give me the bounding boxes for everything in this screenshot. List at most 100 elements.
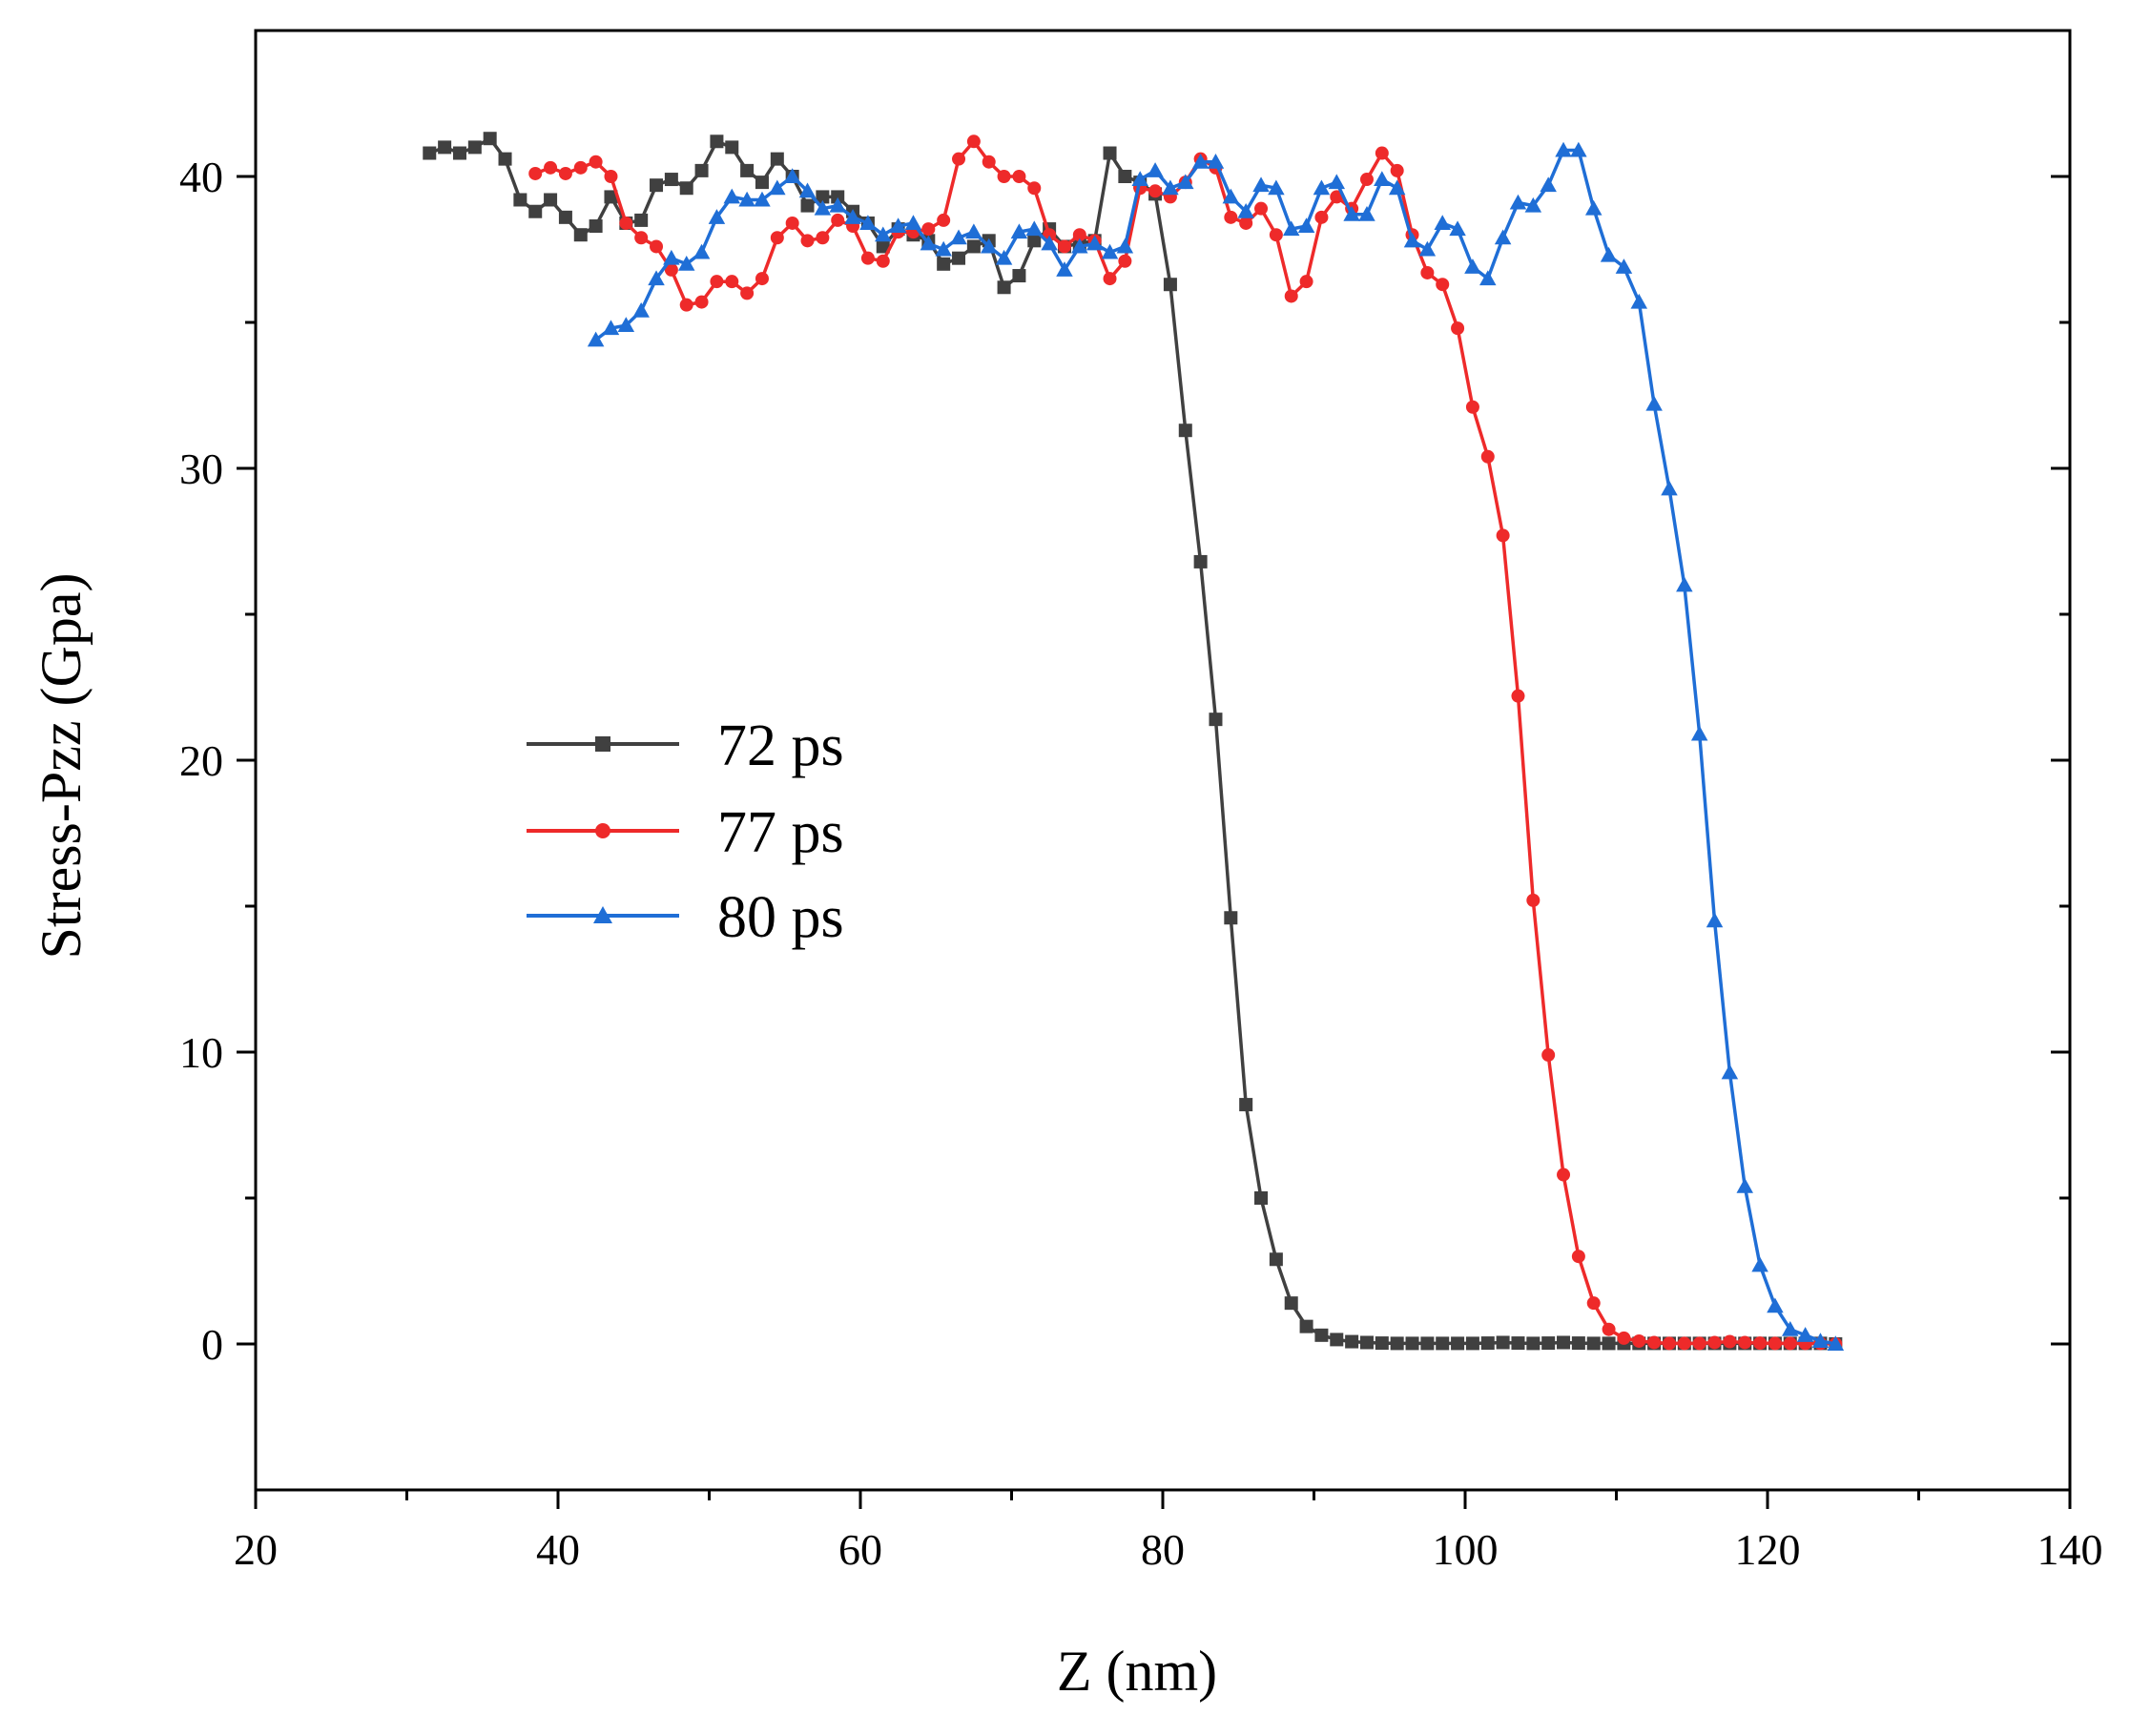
- data-point: [1511, 1336, 1525, 1351]
- data-point: [573, 228, 588, 242]
- data-point: [1496, 1335, 1510, 1350]
- data-point: [1661, 480, 1678, 496]
- data-point: [1359, 173, 1374, 187]
- data-point: [829, 196, 846, 213]
- data-point: [619, 216, 633, 230]
- data-point: [650, 178, 664, 193]
- data-point: [1343, 206, 1360, 221]
- data-point: [1418, 240, 1437, 257]
- data-point: [648, 270, 665, 286]
- data-point: [783, 168, 801, 183]
- data-point: [860, 251, 875, 265]
- data-point: [1524, 196, 1542, 213]
- data-point: [679, 181, 693, 196]
- legend-marker: [595, 736, 610, 752]
- data-point: [663, 249, 680, 265]
- data-point: [1496, 528, 1510, 543]
- data-point: [602, 320, 620, 336]
- data-point: [1555, 141, 1572, 157]
- data-point: [693, 243, 711, 259]
- data-point: [1557, 1168, 1571, 1182]
- x-tick-label: 100: [1433, 1525, 1499, 1574]
- data-point: [1027, 181, 1042, 196]
- data-point: [1330, 1333, 1344, 1347]
- data-point: [1405, 1336, 1419, 1351]
- data-point: [1375, 146, 1389, 160]
- data-point: [1479, 270, 1497, 286]
- y-tick-label: 0: [201, 1320, 223, 1369]
- data-point: [498, 152, 512, 166]
- data-point: [935, 240, 952, 257]
- data-point: [995, 249, 1013, 265]
- data-point: [740, 163, 755, 177]
- x-tick-label: 120: [1735, 1525, 1801, 1574]
- data-point: [889, 217, 907, 234]
- data-point: [1209, 713, 1223, 727]
- data-series: [423, 132, 1845, 1351]
- data-point: [1252, 176, 1270, 193]
- data-point: [1207, 153, 1225, 169]
- data-point: [966, 239, 981, 254]
- legend-label: 72 ps: [717, 713, 844, 778]
- legend-label: 80 ps: [717, 885, 844, 950]
- data-point: [1464, 258, 1481, 274]
- data-point: [1103, 146, 1117, 160]
- data-point: [634, 231, 649, 245]
- data-point: [664, 173, 678, 187]
- data-point: [1330, 190, 1344, 204]
- data-point: [544, 193, 558, 207]
- data-point: [1239, 216, 1253, 230]
- series-line: [428, 136, 1836, 1346]
- data-point: [1511, 689, 1525, 703]
- data-point: [1224, 210, 1238, 224]
- data-point: [1630, 293, 1648, 309]
- data-point: [1177, 174, 1194, 190]
- data-point: [1541, 1048, 1556, 1063]
- data-point: [1420, 1336, 1435, 1351]
- data-point: [876, 239, 890, 254]
- data-point: [679, 298, 693, 312]
- data-point: [1451, 1336, 1465, 1351]
- data-point: [1449, 220, 1466, 237]
- data-point: [725, 140, 739, 155]
- data-point: [1796, 1327, 1814, 1342]
- data-point: [1374, 171, 1391, 187]
- data-point: [1388, 179, 1406, 196]
- data-point: [844, 209, 861, 224]
- data-point: [875, 226, 892, 242]
- data-point: [1313, 179, 1331, 196]
- y-tick-label: 40: [179, 153, 223, 201]
- data-point: [859, 215, 877, 230]
- data-point: [1509, 194, 1527, 210]
- data-point: [1707, 1335, 1722, 1350]
- data-point: [755, 272, 769, 286]
- data-point: [1025, 220, 1044, 237]
- data-point: [1557, 1335, 1571, 1350]
- data-point: [1420, 265, 1435, 279]
- data-point: [1148, 184, 1163, 198]
- data-point: [965, 223, 982, 239]
- data-point: [1494, 229, 1512, 245]
- data-point: [1767, 1297, 1784, 1313]
- data-point: [1403, 232, 1421, 248]
- data-point: [634, 213, 649, 227]
- data-point: [725, 275, 739, 289]
- data-point: [1465, 400, 1479, 414]
- data-point: [558, 166, 572, 180]
- data-point: [1314, 1328, 1329, 1342]
- data-point: [769, 179, 786, 196]
- data-point: [513, 193, 527, 207]
- data-point: [1268, 179, 1285, 196]
- data-point: [1645, 395, 1663, 411]
- data-point: [1314, 210, 1329, 224]
- data-point: [1254, 1191, 1269, 1205]
- data-point: [1600, 246, 1618, 262]
- data-point: [1057, 239, 1071, 254]
- x-tick-label: 20: [234, 1525, 278, 1574]
- data-point: [1299, 1319, 1313, 1333]
- data-point: [664, 262, 678, 277]
- data-point: [952, 152, 966, 166]
- legend-item: 72 ps: [527, 713, 844, 778]
- data-point: [1811, 1333, 1830, 1348]
